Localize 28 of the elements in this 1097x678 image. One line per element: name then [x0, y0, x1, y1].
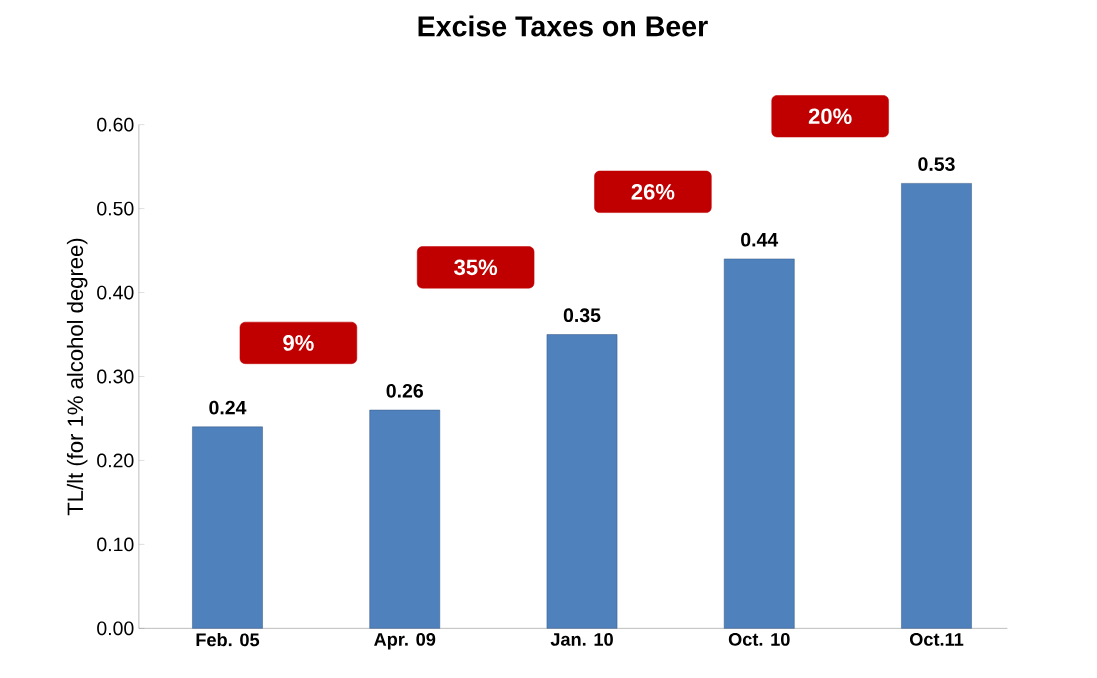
y-tick-label: 0.50 — [97, 201, 134, 216]
y-tick-label: 0.20 — [97, 453, 134, 468]
y-tick-label: 0.60 — [97, 117, 134, 132]
y-tick-label: 0.00 — [97, 621, 134, 636]
data-label: 0.35 — [563, 308, 601, 323]
data-label: 0.44 — [741, 232, 779, 247]
annotation: 26% — [631, 184, 675, 200]
x-tick-label: Apr. 09 — [374, 633, 436, 650]
y-tick-label: 0.10 — [97, 537, 134, 552]
bar — [901, 183, 972, 629]
chart-title: Excise Taxes on Beer — [418, 15, 708, 37]
data-label: 0.26 — [386, 384, 423, 398]
y-tick-label: 0.30 — [97, 369, 134, 384]
data-label: 0.53 — [918, 157, 955, 172]
x-tick-label: Oct. 10 — [728, 633, 790, 646]
x-tick-label: Oct.11 — [909, 633, 964, 646]
bar — [192, 426, 263, 629]
bar — [546, 334, 618, 629]
x-tick-label: Jan. 10 — [550, 633, 613, 646]
annotation: 9% — [283, 335, 314, 351]
y-tick-label: 0.40 — [97, 285, 134, 300]
bar — [369, 409, 441, 629]
x-tick-label: Feb. 05 — [196, 633, 260, 647]
bar — [723, 258, 795, 629]
y-axis-title: TL/lt (for 1% alcohol degree) — [66, 238, 88, 516]
annotation: 35% — [454, 259, 498, 276]
data-label: 0.24 — [209, 400, 247, 415]
text: 20% — [808, 108, 852, 125]
